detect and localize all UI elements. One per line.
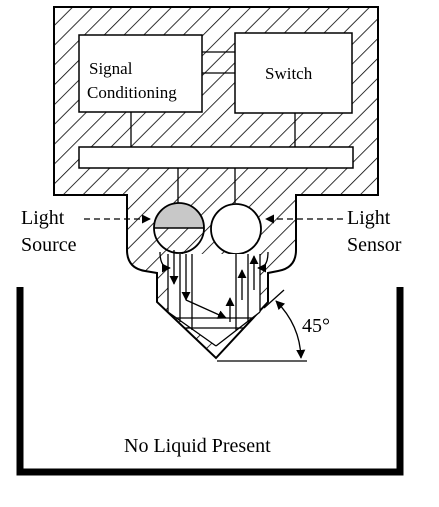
light-source-label-line2: Source [21,234,77,256]
circuit-board [78,146,354,169]
switch-label: Switch [265,64,313,83]
light-source-label-line1: Light [21,207,65,229]
angle-dimension [217,289,307,362]
light-sensor-detector [210,203,262,255]
status-label: No Liquid Present [124,435,271,457]
liquid-container [16,287,404,476]
switch-box [234,32,353,114]
signal-conditioning-label-line1: Signal [89,59,133,78]
angle-label: 45° [302,315,330,337]
light-path [159,250,269,347]
wiring [130,51,296,203]
signal-conditioning-box [78,34,203,113]
light-source-emitter [153,202,205,254]
signal-conditioning-label-line2: Conditioning [87,83,177,102]
light-sensor-label-line2: Sensor [347,234,402,256]
light-sensor-label-line1: Light [347,207,391,229]
